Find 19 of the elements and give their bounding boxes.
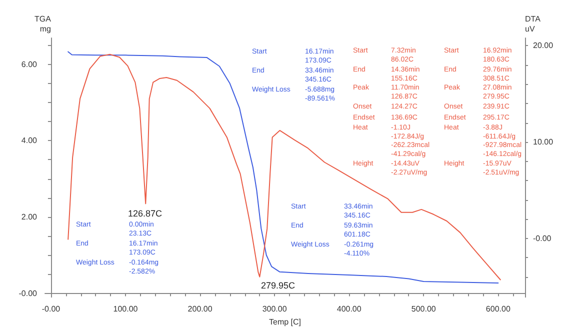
y2-axis-title: DTA uV xyxy=(525,14,542,34)
y2-tick-label: 10.00 xyxy=(533,138,554,147)
y2-tick-label: 20.00 xyxy=(533,41,554,50)
annotation: 126.87C xyxy=(128,208,163,218)
x-tick-label: 200.00 xyxy=(188,304,213,314)
y2-tick-label: -0.00 xyxy=(533,234,552,243)
x-tick-label: 300.00 xyxy=(262,304,288,314)
x-tick-label: 400.00 xyxy=(336,304,362,314)
x-tick-label: 600.00 xyxy=(486,304,511,314)
x-tick-label: 100.00 xyxy=(113,304,138,314)
y-tick-label: 4.00 xyxy=(21,136,38,146)
x-tick-label: -0.00 xyxy=(42,304,61,314)
x-tick-label: 500.00 xyxy=(411,304,436,314)
y-tick-label: 6.00 xyxy=(21,60,38,69)
y-tick-label: 2.00 xyxy=(21,212,38,222)
y-tick-label: -0.00 xyxy=(18,288,38,298)
y-axis-title: TGA mg xyxy=(34,14,52,34)
x-axis-title: Temp [C] xyxy=(268,318,302,326)
annotation: 279.95C xyxy=(260,280,296,290)
